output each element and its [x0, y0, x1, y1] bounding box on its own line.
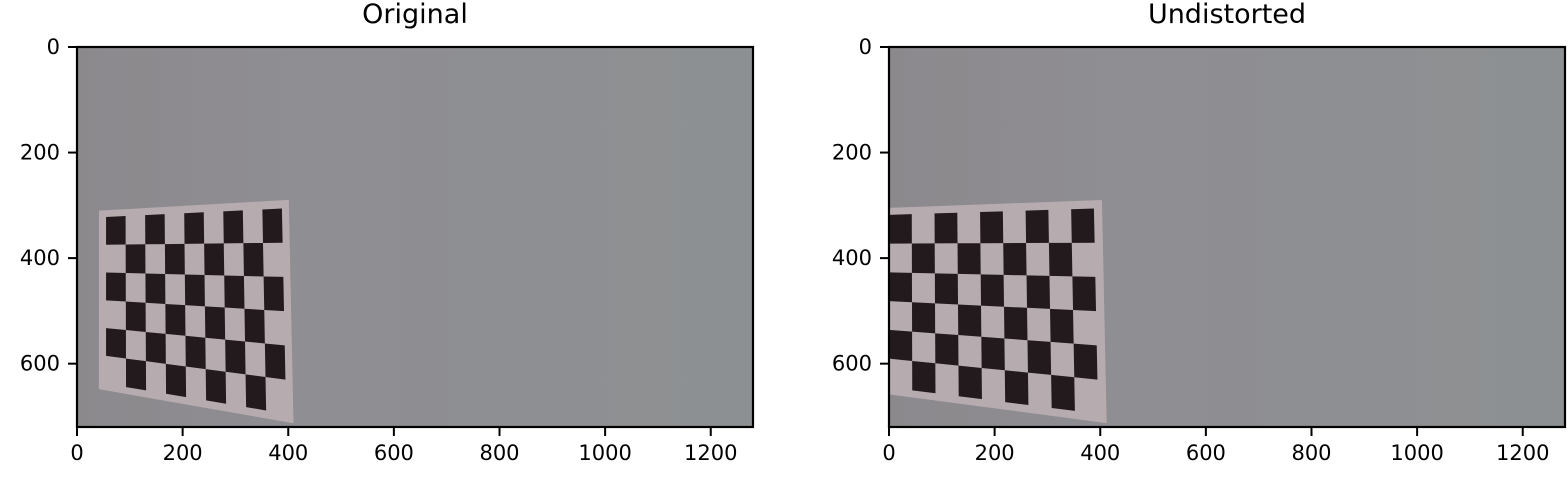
panel-undistorted: Undistorted 0 200 400 600 800 1000 1200 0 200 40… [832, 0, 1567, 465]
checker-square [980, 211, 1004, 244]
checker-square [889, 272, 913, 303]
checker-square [912, 302, 936, 334]
checker-square [911, 243, 935, 274]
y-tick-label: 600 [832, 352, 872, 376]
checker-square [1004, 306, 1028, 341]
y-tick-label: 0 [47, 35, 60, 59]
y-tick-label: 400 [832, 246, 872, 270]
checker-square [264, 343, 286, 380]
checker-square [1051, 374, 1075, 411]
checker-square [165, 363, 187, 398]
checker-square [106, 272, 126, 302]
panel-title-undistorted: Undistorted [1148, 0, 1306, 30]
checker-square [1027, 340, 1052, 375]
checker-square [1004, 370, 1029, 406]
checker-square [935, 333, 959, 366]
checker-square [125, 301, 146, 332]
x-tick-label: 800 [1291, 441, 1331, 465]
checker-square [1073, 343, 1098, 380]
x-tick-label: 1000 [578, 441, 631, 465]
checker-square [145, 331, 166, 364]
checker-square [184, 212, 205, 244]
checker-square [165, 303, 186, 336]
checker-square [889, 214, 912, 244]
checker-square [262, 208, 283, 243]
checker-square [106, 328, 126, 359]
checker-square [125, 358, 147, 391]
checker-square [934, 273, 959, 305]
checker-square [958, 304, 982, 337]
checker-square [223, 210, 244, 244]
x-axis-original: 0 200 400 600 800 1000 1200 [70, 427, 737, 465]
checker-square [889, 329, 913, 361]
x-tick-label: 400 [1080, 441, 1120, 465]
y-axis-original: 0 200 400 600 [20, 35, 77, 376]
x-tick-label: 1200 [684, 441, 737, 465]
checker-square [1003, 243, 1027, 276]
checker-square [145, 214, 165, 245]
x-tick-label: 0 [70, 441, 83, 465]
x-tick-label: 0 [882, 441, 895, 465]
y-tick-label: 600 [20, 352, 60, 376]
x-tick-label: 1000 [1390, 441, 1443, 465]
checker-square [980, 274, 1005, 307]
checker-square [245, 374, 267, 411]
checker-square [106, 216, 126, 245]
checker-square [1025, 209, 1049, 244]
checker-square [243, 242, 264, 277]
x-tick-label: 600 [374, 441, 414, 465]
checker-square [224, 275, 245, 309]
axes-frame [75, 45, 755, 429]
axes-frame [887, 45, 1567, 429]
checker-square [1050, 308, 1074, 344]
x-tick-label: 200 [163, 441, 203, 465]
panel-original: Original 0 200 400 600 800 1000 1200 0 200 400 60… [20, 0, 755, 465]
checker-square [125, 244, 146, 274]
checker-square [244, 308, 265, 344]
panel-title-original: Original [362, 0, 468, 30]
checker-square [185, 335, 206, 370]
x-tick-label: 800 [479, 441, 519, 465]
checker-square [164, 243, 185, 275]
x-tick-label: 200 [975, 441, 1015, 465]
x-axis-undistorted: 0 200 400 600 800 1000 1200 [882, 427, 1549, 465]
checker-square [204, 306, 226, 340]
checker-square [263, 276, 285, 312]
x-tick-label: 600 [1186, 441, 1226, 465]
x-tick-label: 1200 [1496, 441, 1549, 465]
checker-square [934, 212, 958, 244]
checker-square [981, 336, 1005, 371]
checker-square [204, 243, 225, 276]
checker-square [205, 369, 227, 404]
checker-square [958, 365, 982, 400]
checker-square [1048, 242, 1073, 277]
photo-undistorted [889, 47, 1565, 427]
checker-square [912, 360, 936, 394]
y-tick-label: 200 [20, 141, 60, 165]
checker-square [957, 243, 981, 275]
checker-square [184, 274, 205, 307]
y-tick-label: 0 [859, 35, 872, 59]
checker-square [145, 273, 166, 304]
checker-square [1071, 208, 1095, 243]
checker-square [1072, 276, 1097, 312]
y-tick-label: 400 [20, 246, 60, 270]
photo-original [77, 47, 753, 427]
y-tick-label: 200 [832, 141, 872, 165]
x-tick-label: 400 [268, 441, 308, 465]
checker-square [1026, 275, 1051, 309]
checker-square [225, 339, 246, 375]
y-axis-undistorted: 0 200 400 600 [832, 35, 889, 376]
